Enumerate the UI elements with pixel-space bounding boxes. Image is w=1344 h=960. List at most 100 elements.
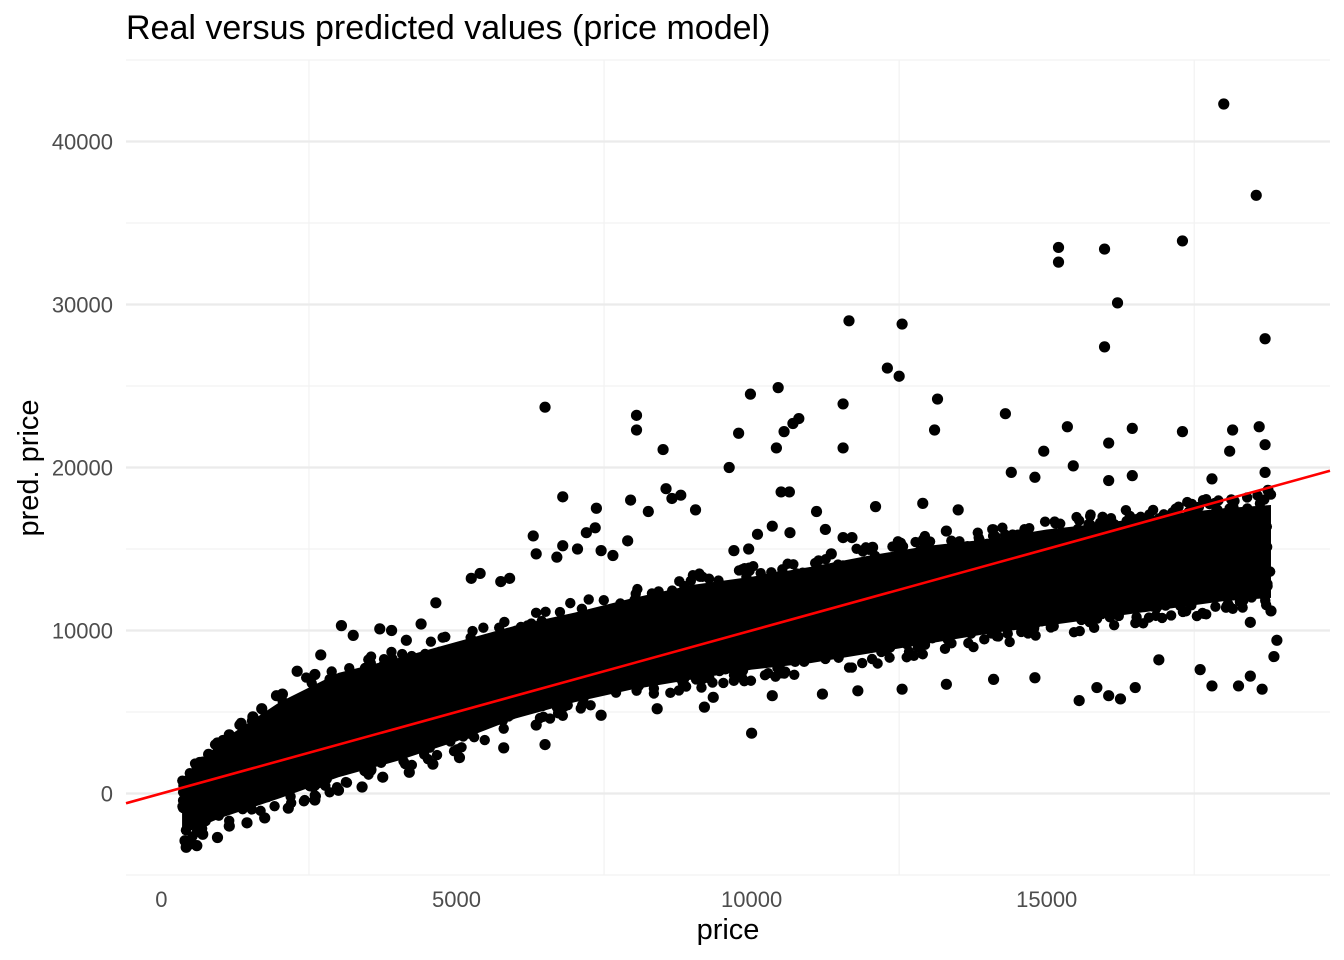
data-point xyxy=(1186,600,1197,611)
x-tick-label: 10000 xyxy=(721,887,782,912)
data-point xyxy=(1227,424,1239,436)
data-point xyxy=(545,690,556,701)
data-point xyxy=(213,746,225,758)
data-point xyxy=(282,802,294,814)
data-point xyxy=(968,641,979,653)
data-point xyxy=(932,631,943,642)
data-point xyxy=(353,699,364,711)
data-point xyxy=(1001,563,1013,575)
data-point xyxy=(722,608,733,619)
data-point xyxy=(896,318,908,330)
data-point xyxy=(653,586,664,597)
data-point xyxy=(813,595,825,607)
data-point xyxy=(682,632,693,643)
data-point xyxy=(1182,496,1193,508)
data-point xyxy=(1215,557,1227,569)
data-point xyxy=(777,598,789,610)
data-point xyxy=(266,773,277,785)
data-point xyxy=(758,656,769,668)
data-point xyxy=(385,717,396,729)
data-point xyxy=(869,610,882,622)
y-tick-label: 30000 xyxy=(52,293,113,318)
data-point xyxy=(256,725,268,736)
data-point xyxy=(1190,552,1202,564)
identity-line-group xyxy=(125,469,1331,805)
data-point xyxy=(538,711,549,723)
data-point xyxy=(590,502,602,514)
data-point xyxy=(334,690,346,702)
data-point xyxy=(406,666,417,677)
data-point xyxy=(374,623,386,635)
data-point xyxy=(456,688,469,700)
data-point xyxy=(940,525,952,537)
data-point xyxy=(347,715,359,727)
data-point xyxy=(414,733,426,745)
data-point xyxy=(1017,539,1028,551)
data-point xyxy=(326,758,337,770)
data-point xyxy=(791,568,802,579)
data-point xyxy=(262,791,273,803)
data-point xyxy=(1113,571,1124,582)
data-point xyxy=(893,370,905,382)
data-point xyxy=(779,606,790,617)
data-point xyxy=(761,584,772,595)
data-point xyxy=(1191,610,1203,622)
data-point xyxy=(617,605,629,616)
data-point xyxy=(817,611,828,623)
data-point xyxy=(1131,611,1142,623)
data-point xyxy=(537,700,548,712)
data-point xyxy=(437,632,448,643)
data-point xyxy=(1264,566,1276,577)
data-point xyxy=(366,764,377,775)
data-point xyxy=(610,687,622,698)
data-point xyxy=(331,682,342,693)
y-axis-title: pred. price xyxy=(13,399,45,536)
data-point xyxy=(385,624,398,637)
data-point xyxy=(356,781,368,793)
data-point xyxy=(688,661,700,672)
data-point xyxy=(872,580,883,592)
data-point xyxy=(1126,422,1138,434)
data-point xyxy=(653,601,665,613)
data-point xyxy=(837,531,849,544)
data-point xyxy=(256,703,268,715)
data-point xyxy=(902,576,914,587)
data-point xyxy=(479,734,490,746)
data-point xyxy=(622,535,634,547)
data-point xyxy=(947,624,959,636)
data-point xyxy=(1199,525,1211,536)
data-point xyxy=(497,715,509,726)
data-point xyxy=(781,584,792,595)
data-point xyxy=(1005,586,1016,598)
data-point xyxy=(1144,535,1156,546)
data-point xyxy=(798,656,810,668)
data-point xyxy=(537,632,549,643)
data-point xyxy=(1257,540,1269,551)
data-point xyxy=(291,739,303,751)
data-point xyxy=(332,725,345,738)
data-point xyxy=(515,625,526,637)
data-point xyxy=(565,597,576,609)
data-point xyxy=(1059,529,1070,541)
data-point xyxy=(618,635,629,646)
data-point xyxy=(680,589,692,601)
data-point xyxy=(1103,437,1115,449)
data-point xyxy=(599,681,611,692)
data-point xyxy=(1206,680,1218,692)
data-point xyxy=(648,683,660,694)
data-point xyxy=(1244,670,1256,682)
data-point xyxy=(697,673,708,685)
data-point xyxy=(286,768,297,779)
data-point xyxy=(280,718,291,729)
data-point xyxy=(415,699,427,712)
data-point xyxy=(813,629,824,640)
data-point xyxy=(589,522,601,534)
data-point xyxy=(1259,333,1271,345)
data-point xyxy=(598,614,609,626)
data-point xyxy=(216,782,227,793)
data-point xyxy=(799,624,810,635)
data-point xyxy=(326,672,339,684)
data-point xyxy=(1221,600,1232,612)
data-point xyxy=(536,615,547,627)
